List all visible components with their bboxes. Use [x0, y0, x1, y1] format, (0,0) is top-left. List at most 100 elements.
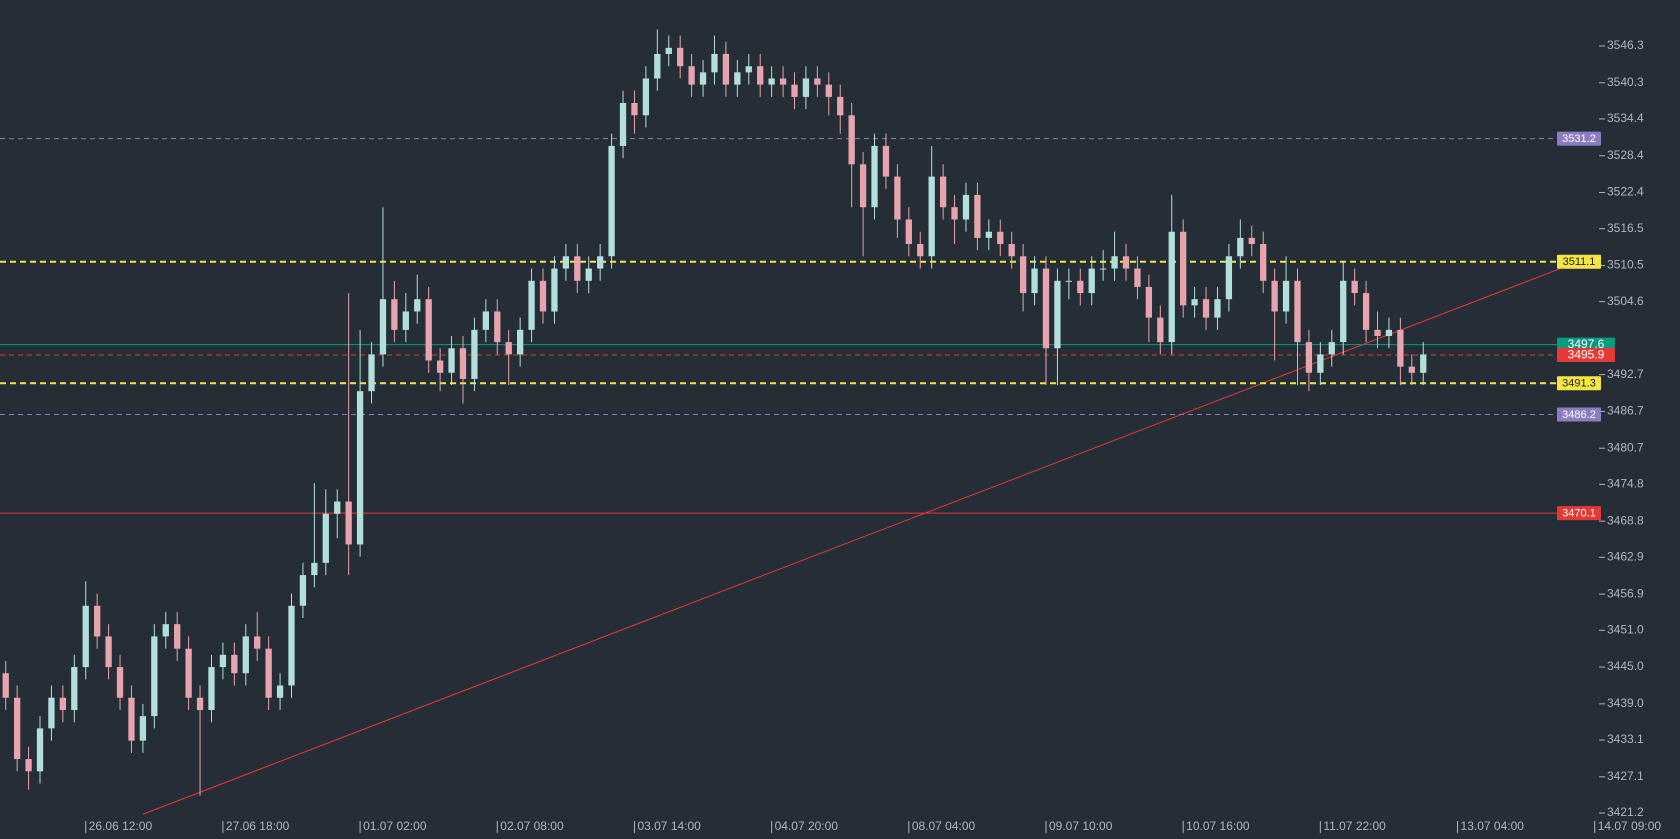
- candle-body: [1420, 354, 1427, 373]
- candle-body: [162, 624, 169, 637]
- candle-body: [242, 636, 249, 674]
- candle-body: [1282, 280, 1290, 312]
- x-tick-label: 02.07 08:00: [500, 819, 564, 833]
- y-tick-label: 3480.7: [1607, 440, 1644, 454]
- candle-body: [322, 513, 329, 563]
- candle-body: [448, 348, 455, 373]
- y-tick-label: 3451.0: [1607, 622, 1644, 636]
- candle-body: [311, 562, 318, 576]
- candle-body: [574, 256, 581, 281]
- candle-body: [1008, 244, 1015, 257]
- y-tick-label: 3421.2: [1607, 805, 1644, 819]
- candle-body: [1328, 342, 1335, 355]
- x-tick-label: 14.07 09:00: [1598, 819, 1662, 833]
- y-tick-label: 3522.4: [1607, 185, 1644, 199]
- y-tick-label: 3427.1: [1607, 769, 1644, 783]
- y-tick-label: 3492.7: [1607, 367, 1644, 381]
- candle-body: [928, 176, 935, 257]
- candle-body: [1077, 280, 1084, 294]
- y-tick-label: 3486.7: [1607, 404, 1644, 418]
- candle-body: [276, 685, 284, 698]
- candle-body: [82, 605, 89, 668]
- y-tick-label: 3474.8: [1607, 477, 1644, 491]
- candle-body: [551, 268, 558, 312]
- candle-body: [1385, 329, 1393, 336]
- price-label-box: [1557, 131, 1601, 146]
- candle-body: [825, 84, 832, 97]
- x-tick-label: 08.07 04:00: [912, 819, 976, 833]
- price-label: 3497.6: [1568, 337, 1605, 351]
- candle-body: [848, 115, 855, 165]
- candle-body: [528, 280, 535, 330]
- price-label-box: [1557, 347, 1615, 362]
- candle-body: [265, 648, 272, 698]
- candle-body: [539, 280, 547, 312]
- candle-body: [1351, 280, 1358, 294]
- candle-body: [36, 728, 44, 772]
- candle-body: [196, 697, 204, 710]
- candle-body: [414, 299, 421, 312]
- candle-body: [48, 697, 55, 729]
- candle-body: [1088, 268, 1095, 294]
- y-tick-label: 3510.5: [1607, 258, 1644, 272]
- price-label: 3486.2: [1562, 409, 1596, 421]
- candle-body: [974, 194, 981, 238]
- x-tick-label: 01.07 02:00: [363, 819, 427, 833]
- candle-body: [425, 299, 432, 361]
- x-tick-label: 27.06 18:00: [226, 819, 290, 833]
- candle-body: [1397, 329, 1404, 367]
- candle-body: [494, 311, 501, 343]
- candle-body: [1145, 286, 1153, 318]
- candle-body: [665, 47, 672, 54]
- candle-body: [791, 84, 798, 97]
- candle-body: [1180, 231, 1187, 306]
- price-label: 3531.2: [1562, 133, 1596, 145]
- price-label-box: [1557, 254, 1601, 269]
- price-label: 3470.1: [1562, 508, 1596, 520]
- candle-body: [288, 605, 295, 686]
- x-tick-label: 04.07 20:00: [775, 819, 839, 833]
- y-tick-label: 3504.6: [1607, 294, 1644, 308]
- candle-body: [1305, 342, 1313, 373]
- candle-body: [299, 575, 307, 606]
- candle-body: [757, 66, 764, 85]
- candle-body: [482, 311, 489, 330]
- candle-body: [25, 759, 32, 772]
- candle-body: [1248, 237, 1255, 245]
- candle-body: [642, 78, 650, 116]
- x-tick-label: 26.06 12:00: [89, 819, 153, 833]
- candle-body: [1157, 317, 1164, 343]
- candle-body: [174, 624, 181, 649]
- candle-body: [1408, 366, 1415, 373]
- candle-body: [997, 231, 1004, 245]
- candle-body: [231, 654, 238, 674]
- candle-body: [962, 194, 970, 220]
- price-label-box: [1557, 506, 1601, 521]
- y-tick-label: 3445.0: [1607, 659, 1644, 673]
- price-label-box: [1557, 407, 1601, 422]
- candle-body: [1031, 268, 1038, 294]
- candle-body: [219, 654, 227, 668]
- y-tick-label: 3528.4: [1607, 148, 1644, 162]
- candle-body: [722, 53, 730, 85]
- candle-body: [356, 391, 364, 545]
- candle-body: [802, 78, 810, 97]
- candle-body: [779, 78, 787, 85]
- candle-body: [1042, 268, 1050, 349]
- candle-body: [116, 667, 124, 698]
- candle-body: [745, 66, 752, 73]
- y-tick-label: 3546.3: [1607, 38, 1644, 52]
- candle-body: [151, 636, 158, 717]
- candle-body: [654, 53, 661, 79]
- candle-body: [1260, 244, 1267, 281]
- price-label: 3491.3: [1562, 378, 1596, 390]
- candle-body: [1202, 299, 1210, 318]
- candle-body: [128, 697, 135, 741]
- price-label: 3511.1: [1563, 256, 1596, 268]
- candle-body: [345, 501, 352, 545]
- candle-body: [1168, 231, 1175, 343]
- candle-body: [94, 605, 101, 637]
- candle-body: [734, 72, 741, 85]
